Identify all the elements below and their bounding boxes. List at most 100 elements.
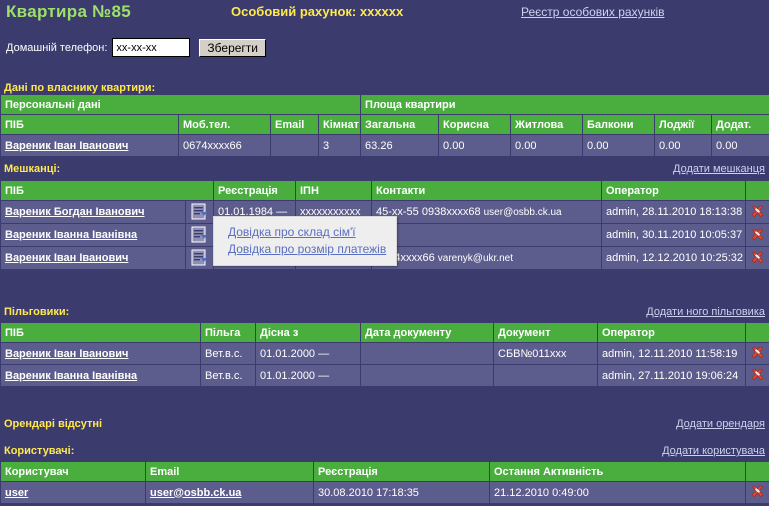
delete-icon[interactable] xyxy=(750,368,765,383)
delete-icon[interactable] xyxy=(750,485,765,500)
residents-col-actions xyxy=(745,180,769,201)
page-title: Квартира №85 xyxy=(6,2,132,21)
resident-name-link[interactable]: Вареник Іванна Іванівна xyxy=(5,229,138,241)
resident-delete-cell[interactable] xyxy=(745,223,769,247)
owner-name-cell: Вареник Іван Іванович xyxy=(0,134,179,157)
resident-delete-cell[interactable] xyxy=(745,200,769,224)
tenants-section-label: Орендарі відсутні xyxy=(4,418,103,430)
resident-documents-cell[interactable] xyxy=(185,246,214,270)
add-tenant-link[interactable]: Додати орендаря xyxy=(676,418,765,430)
residents-col-operator: Оператор xyxy=(601,180,746,201)
users-col-user: Користувач xyxy=(0,461,146,482)
resident-operator-cell: admin, 28.11.2010 18:13:38 xyxy=(601,200,746,224)
users-col-email: Email xyxy=(145,461,314,482)
owner-rooms-cell: 3 xyxy=(317,134,362,157)
benefit-name-cell: Вареник Іванна Іванівна xyxy=(0,364,201,387)
user-last-activity-cell: 21.12.2010 0:49:00 xyxy=(489,481,746,504)
menu-item-family-composition[interactable]: Довідка про склад сім'ї xyxy=(228,225,356,239)
users-section-label: Користувачі: xyxy=(4,445,75,457)
owner-group-header-row: Персональні дані Площа квартири xyxy=(0,94,769,115)
residents-col-ipn: ІПН xyxy=(295,180,372,201)
resident-name-cell: Вареник Іванна Іванівна xyxy=(0,223,186,247)
resident-name-link[interactable]: Вареник Іван Іванович xyxy=(5,252,129,264)
benefit-type-cell: Вет.в.с. xyxy=(200,342,256,365)
residents-col-registration: Реєстрація xyxy=(213,180,296,201)
residents-section-label: Мешканці: xyxy=(4,163,61,175)
owner-col-balconies: Балкони xyxy=(582,114,656,135)
owner-loggias-cell: 0.00 xyxy=(654,134,713,157)
benefit-name-link[interactable]: Вареник Іванна Іванівна xyxy=(5,369,138,382)
owner-mobile-cell: 0674xxxx66 xyxy=(178,134,271,157)
benefits-section-label: Пільговики: xyxy=(4,306,70,318)
owner-col-total: Загальна xyxy=(360,114,440,135)
delete-icon[interactable] xyxy=(750,346,765,361)
resident-documents-cell[interactable] xyxy=(185,223,214,247)
registry-link[interactable]: Реєстр особових рахунків xyxy=(521,5,665,19)
benefit-delete-cell[interactable] xyxy=(745,364,769,387)
resident-contact-email: varenyk@ukr.net xyxy=(437,253,513,264)
owner-header-row: ПІБ Моб.тел. Email Кімнат Загальна Корис… xyxy=(0,114,769,135)
owner-total-cell: 63.26 xyxy=(360,134,440,157)
resident-operator-cell: admin, 30.11.2010 10:05:37 xyxy=(601,223,746,247)
page-header: Квартира №85 Особовий рахунок: xxxxxx Ре… xyxy=(0,0,769,30)
home-phone-input[interactable] xyxy=(112,38,191,57)
resident-name-cell: Вареник Богдан Іванович xyxy=(0,200,186,224)
add-benefit-link[interactable]: Додати ного пільговика xyxy=(646,306,765,318)
owner-balconies-cell: 0.00 xyxy=(582,134,656,157)
benefit-doc-date-cell xyxy=(360,342,494,365)
owner-col-mobile: Моб.тел. xyxy=(178,114,271,135)
save-button[interactable]: Зберегти xyxy=(199,38,267,57)
benefit-delete-cell[interactable] xyxy=(745,342,769,365)
benefits-col-name: ПІБ xyxy=(0,322,201,343)
user-name-link[interactable]: user xyxy=(5,486,29,499)
benefits-col-doc-date: Дата документу xyxy=(360,322,494,343)
owner-col-living: Житлова xyxy=(510,114,584,135)
document-icon[interactable] xyxy=(191,203,209,221)
delete-icon[interactable] xyxy=(750,228,765,243)
benefit-type-cell: Вет.в.с. xyxy=(200,364,256,387)
owner-email-cell xyxy=(270,134,319,157)
delete-icon[interactable] xyxy=(750,205,765,220)
users-col-last-activity: Остання Активність xyxy=(489,461,746,482)
user-delete-cell[interactable] xyxy=(745,481,769,504)
user-email-cell: user@osbb.ck.ua xyxy=(145,481,314,504)
owner-additional-cell: 0.00 xyxy=(711,134,769,157)
owner-col-useful: Корисна xyxy=(438,114,512,135)
benefits-col-operator: Оператор xyxy=(597,322,746,343)
benefit-operator-cell: admin, 27.11.2010 19:06:24 xyxy=(597,364,746,387)
resident-contact-email: user@osbb.ck.ua xyxy=(483,207,562,218)
benefit-doc-date-cell xyxy=(360,364,494,387)
menu-item-payment-amount[interactable]: Довідка про розмір платежів xyxy=(228,242,387,256)
benefit-document-cell xyxy=(493,364,598,387)
add-resident-link[interactable]: Додати мешканця xyxy=(673,163,765,175)
users-header-row: Користувач Email Реєстрація Остання Акти… xyxy=(0,461,769,482)
owner-useful-cell: 0.00 xyxy=(438,134,512,157)
resident-contacts-cell: 0674xxxx66 varenyk@ukr.net xyxy=(371,246,602,270)
benefit-name-link[interactable]: Вареник Іван Іванович xyxy=(5,347,129,360)
owner-col-email: Email xyxy=(270,114,319,135)
resident-name-link[interactable]: Вареник Богдан Іванович xyxy=(5,206,145,218)
users-table: Користувач Email Реєстрація Остання Акти… xyxy=(0,461,769,504)
document-icon[interactable] xyxy=(191,249,209,267)
resident-delete-cell[interactable] xyxy=(745,246,769,270)
owner-living-cell: 0.00 xyxy=(510,134,584,157)
benefits-col-valid-from: Дісна з xyxy=(255,322,361,343)
delete-icon[interactable] xyxy=(750,251,765,266)
owner-section-label: Дані по власнику квартири: xyxy=(4,82,156,94)
owner-name-link[interactable]: Вареник Іван Іванович xyxy=(5,139,129,152)
residents-header-row: ПІБ Реєстрація ІПН Контакти Оператор xyxy=(0,180,769,201)
benefit-name-cell: Вареник Іван Іванович xyxy=(0,342,201,365)
residents-col-name: ПІБ xyxy=(0,180,214,201)
document-icon[interactable] xyxy=(191,226,209,244)
document-context-menu[interactable]: Довідка про склад сім'ї Довідка про розм… xyxy=(213,216,398,266)
table-row: Вареник Іван Іванович 0674xxxx66 3 63.26… xyxy=(0,134,769,157)
users-col-actions xyxy=(745,461,769,482)
owner-col-name: ПІБ xyxy=(0,114,179,135)
owner-group-personal: Персональні дані xyxy=(0,94,362,115)
users-col-registration: Реєстрація xyxy=(313,461,490,482)
resident-documents-cell[interactable] xyxy=(185,200,214,224)
home-phone-form: Домашній телефон: Зберегти xyxy=(6,38,267,57)
user-email-link[interactable]: user@osbb.ck.ua xyxy=(150,486,242,499)
add-user-link[interactable]: Додати користувача xyxy=(662,445,765,457)
